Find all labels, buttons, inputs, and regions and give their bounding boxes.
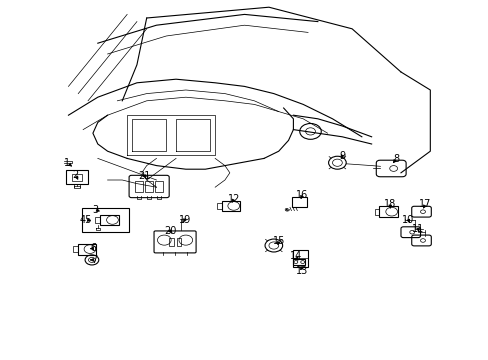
Bar	[216, 203, 221, 209]
Text: 13: 13	[295, 266, 308, 276]
Text: 18: 18	[383, 199, 396, 210]
Bar	[73, 246, 78, 252]
Text: 3: 3	[92, 204, 98, 215]
Bar	[221, 201, 240, 211]
Text: 2: 2	[73, 170, 79, 180]
Bar	[292, 259, 305, 265]
Text: 10: 10	[401, 215, 414, 225]
Text: 14: 14	[289, 251, 302, 261]
Bar	[135, 181, 143, 192]
Text: 17: 17	[418, 199, 431, 210]
Text: 16: 16	[295, 190, 308, 200]
Bar	[95, 217, 100, 223]
Bar	[100, 215, 119, 225]
Bar	[374, 209, 379, 215]
Bar	[145, 181, 153, 192]
Text: 21: 21	[138, 171, 150, 181]
Bar	[379, 206, 397, 217]
Bar	[293, 250, 307, 267]
Text: 15: 15	[272, 236, 285, 246]
Text: 19: 19	[178, 215, 191, 225]
Text: 20: 20	[163, 226, 176, 236]
Text: 12: 12	[227, 194, 240, 204]
Bar	[176, 238, 181, 246]
Bar	[155, 181, 163, 192]
Text: 11: 11	[411, 224, 424, 234]
Bar	[168, 238, 173, 246]
Text: 7: 7	[91, 255, 97, 265]
Text: 45: 45	[79, 215, 92, 225]
Text: 1: 1	[64, 158, 70, 168]
Bar	[78, 244, 96, 255]
Bar	[72, 174, 82, 181]
Text: 9: 9	[339, 150, 345, 161]
Text: 6: 6	[91, 243, 97, 253]
Bar	[291, 197, 306, 207]
Text: 8: 8	[392, 154, 398, 164]
